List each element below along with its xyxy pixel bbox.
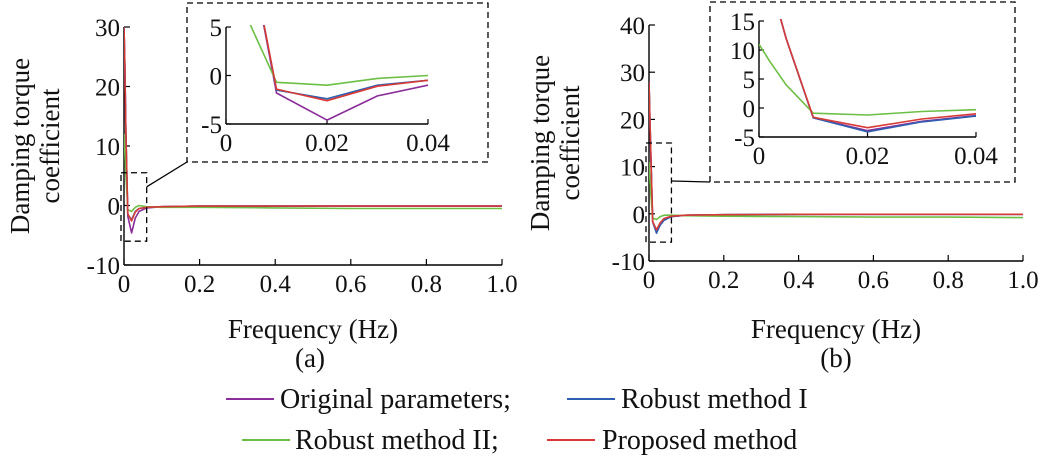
legend-label: Proposed method bbox=[602, 425, 797, 456]
inset-series-line-proposed-method bbox=[779, 19, 976, 129]
inset-frame bbox=[709, 1, 1016, 183]
series-line-robust-method-ii bbox=[649, 161, 1023, 221]
legend-label: Original parameters; bbox=[280, 384, 511, 415]
zoom-leader-line bbox=[146, 161, 188, 188]
y-axis-label-line-2: coefficient bbox=[555, 85, 585, 200]
x-axis-label: Frequency (Hz) bbox=[751, 314, 921, 344]
x-tick-label: 1.0 bbox=[1007, 267, 1038, 294]
inset-y-tick-label: -5 bbox=[201, 112, 222, 139]
panel-label: (b) bbox=[820, 343, 851, 373]
inset-y-tick-label: 5 bbox=[743, 67, 756, 94]
x-tick-label: 0.4 bbox=[260, 271, 292, 298]
inset-x-tick-label: 0.04 bbox=[406, 130, 450, 157]
inset-x-tick-label: 0.02 bbox=[846, 143, 890, 170]
x-tick-label: 0.6 bbox=[335, 271, 366, 298]
y-axis-label-line-2: coefficient bbox=[35, 88, 65, 203]
y-tick-label: 20 bbox=[620, 107, 645, 134]
series-line-proposed-method bbox=[124, 26, 502, 222]
legend-item: Robust method II; bbox=[242, 425, 499, 456]
legend: Original parameters; Robust method I Robus… bbox=[226, 384, 808, 456]
y-tick-label: -10 bbox=[612, 249, 645, 276]
y-axis-label: Damping torque coefficient bbox=[525, 55, 585, 231]
x-tick-label: 0.2 bbox=[184, 271, 215, 298]
y-tick-label: 0 bbox=[108, 194, 121, 221]
y-tick-label: 30 bbox=[95, 15, 120, 42]
panel-label: (a) bbox=[295, 343, 325, 373]
inset-y-tick-label: 5 bbox=[210, 15, 223, 42]
inset-x-tick-label: 0 bbox=[753, 143, 766, 170]
inset-series-line-robust-method-ii bbox=[249, 25, 428, 86]
zoom-region-box bbox=[120, 172, 148, 242]
legend-item: Original parameters; bbox=[226, 384, 511, 415]
legend-item: Robust method I bbox=[567, 384, 808, 415]
legend-item: Proposed method bbox=[547, 425, 797, 456]
y-tick-label: 10 bbox=[620, 155, 645, 182]
x-tick-label: 0.6 bbox=[858, 267, 889, 294]
zoom-leader-line bbox=[671, 180, 711, 183]
inset-frame bbox=[186, 2, 489, 163]
inset-series-line-robust-method-ii bbox=[759, 43, 976, 116]
inset-x-tick-label: 0.04 bbox=[954, 143, 998, 170]
x-tick-label: 0.2 bbox=[708, 267, 739, 294]
y-axis-label-line-1: Damping torque bbox=[525, 55, 555, 231]
inset-y-tick-label: 0 bbox=[743, 96, 756, 123]
series-line-robust-method-ii bbox=[124, 134, 502, 213]
inset-y-tick-label: 15 bbox=[730, 9, 755, 36]
x-axis-label: Frequency (Hz) bbox=[228, 314, 398, 344]
y-axis-label: Damping torque coefficient bbox=[5, 58, 65, 234]
y-tick-label: 40 bbox=[620, 13, 645, 40]
x-tick-label: 0 bbox=[118, 271, 131, 298]
y-tick-label: -10 bbox=[87, 253, 120, 280]
x-tick-label: 0.8 bbox=[933, 267, 964, 294]
inset-x-tick-label: 0.02 bbox=[305, 130, 349, 157]
y-tick-label: 10 bbox=[95, 134, 120, 161]
x-tick-label: 0.8 bbox=[411, 271, 442, 298]
series-line-proposed-method bbox=[649, 81, 1023, 231]
x-tick-label: 0.4 bbox=[783, 267, 815, 294]
y-tick-label: 30 bbox=[620, 60, 645, 87]
inset-series-line-original-parameters bbox=[779, 19, 976, 132]
inset-y-tick-label: 0 bbox=[210, 64, 223, 91]
x-tick-label: 1.0 bbox=[486, 271, 517, 298]
y-tick-label: 20 bbox=[95, 75, 120, 102]
y-axis-label-line-1: Damping torque bbox=[5, 58, 35, 234]
y-tick-label: 0 bbox=[633, 202, 646, 229]
legend-label: Robust method I bbox=[621, 384, 808, 415]
legend-label: Robust method II; bbox=[295, 425, 499, 456]
inset-y-tick-label: -5 bbox=[734, 125, 755, 152]
x-tick-label: 0 bbox=[643, 267, 656, 294]
zoom-region-box bbox=[645, 142, 673, 243]
inset-x-tick-label: 0 bbox=[220, 130, 233, 157]
inset-y-tick-label: 10 bbox=[730, 38, 755, 65]
